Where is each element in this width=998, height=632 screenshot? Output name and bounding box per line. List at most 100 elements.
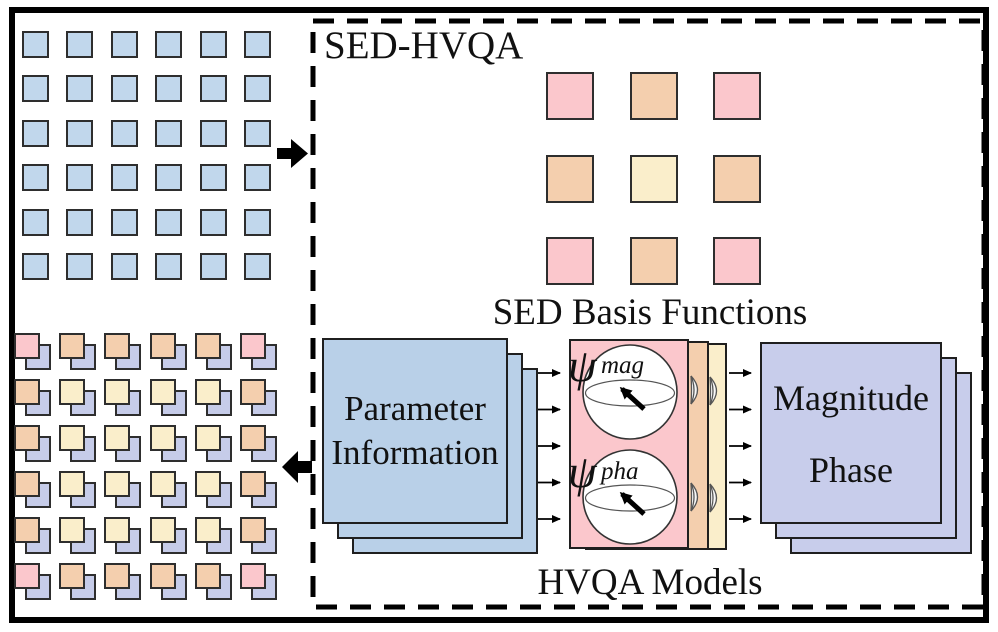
output-grid-front-square xyxy=(59,471,86,497)
input-connector-arrows xyxy=(537,369,561,523)
output-grid-front-square xyxy=(194,425,221,451)
basis-grid-square xyxy=(713,237,761,285)
output-grid-front-square xyxy=(104,379,131,405)
magnitude-label: Magnitude xyxy=(773,378,929,418)
parameter-label-line1: Parameter xyxy=(344,389,486,428)
basis-grid-square xyxy=(546,72,594,120)
output-grid-front-square xyxy=(240,425,266,451)
output-grid-front-square xyxy=(149,517,176,543)
output-grid-front-square xyxy=(194,333,221,359)
output-image-grid xyxy=(14,333,284,603)
psi-pha-symbol: ψ xyxy=(568,446,598,497)
input-grid-square xyxy=(199,208,227,236)
output-grid-front-square xyxy=(59,563,86,589)
basis-grid-square xyxy=(629,154,678,203)
input-grid-square xyxy=(22,208,49,236)
hvqa-models-label: HVQA Models xyxy=(537,562,763,603)
input-grid-square xyxy=(199,119,227,147)
input-grid-square xyxy=(66,31,94,58)
input-grid-square xyxy=(155,31,183,58)
input-grid-square xyxy=(22,253,49,280)
output-grid-front-square xyxy=(104,517,131,543)
output-grid-front-square xyxy=(104,333,131,359)
input-to-model-arrow-icon xyxy=(277,139,308,168)
output-grid-front-square xyxy=(14,471,40,497)
parameter-panel-front xyxy=(322,338,508,524)
input-grid-square xyxy=(244,253,271,280)
input-grid-square xyxy=(110,31,138,58)
output-grid-front-square xyxy=(14,425,40,451)
input-grid-square xyxy=(155,164,183,192)
output-grid-front-square xyxy=(59,379,86,405)
input-grid-square xyxy=(110,164,138,192)
input-grid-square xyxy=(155,119,183,147)
basis-grid-square xyxy=(629,237,678,285)
basis-grid-square xyxy=(713,72,761,120)
sed-basis-grid xyxy=(546,72,766,292)
output-grid-front-square xyxy=(240,517,266,543)
input-grid-square xyxy=(22,31,49,58)
psi-mag-symbol: ψ xyxy=(568,340,598,391)
output-grid-front-square xyxy=(59,333,86,359)
output-grid-front-square xyxy=(104,471,131,497)
parameter-label-line2: Information xyxy=(331,433,499,472)
magnitude-sphere-vector-arrow-icon xyxy=(619,386,646,411)
basis-grid-square xyxy=(546,237,594,285)
input-grid-square xyxy=(66,119,94,147)
output-grid-front-square xyxy=(14,563,40,589)
sed-hvqa-dashed-box xyxy=(310,18,987,610)
magnitude-sphere xyxy=(582,344,678,440)
phase-sphere xyxy=(582,449,678,545)
output-grid-front-square xyxy=(240,379,266,405)
output-grid-front-square xyxy=(14,379,40,405)
output-grid-front-square xyxy=(240,333,266,359)
input-grid-square xyxy=(155,253,183,280)
output-connector-arrows xyxy=(729,369,752,523)
output-grid-front-square xyxy=(240,471,266,497)
output-grid-front-square xyxy=(104,563,131,589)
output-grid-front-square xyxy=(149,563,176,589)
input-grid-square xyxy=(66,208,94,236)
phase-sphere-vector-arrow-icon xyxy=(619,491,646,516)
input-grid-square xyxy=(199,164,227,192)
hidden-sphere-edges xyxy=(690,375,718,513)
output-grid-front-square xyxy=(194,563,221,589)
output-grid-front-square xyxy=(104,425,131,451)
phase-label: Phase xyxy=(809,450,893,490)
input-grid-square xyxy=(66,253,94,280)
input-grid-square xyxy=(244,208,271,236)
basis-grid-square xyxy=(713,154,761,203)
output-grid-front-square xyxy=(59,517,86,543)
input-grid-square xyxy=(22,119,49,147)
input-grid-square xyxy=(244,164,271,192)
output-grid-front-square xyxy=(149,379,176,405)
input-grid-square xyxy=(110,75,138,103)
input-grid-square xyxy=(110,253,138,280)
output-grid-front-square xyxy=(149,333,176,359)
input-grid-square xyxy=(66,75,94,103)
input-grid-square xyxy=(22,75,49,103)
output-grid-front-square xyxy=(149,425,176,451)
output-grid-front-square xyxy=(14,333,40,359)
output-grid-front-square xyxy=(59,425,86,451)
input-grid-square xyxy=(244,119,271,147)
output-grid-front-square xyxy=(14,517,40,543)
input-grid-square xyxy=(110,208,138,236)
figure-title: SED-HVQA xyxy=(324,24,524,67)
output-grid-front-square xyxy=(194,471,221,497)
input-grid-square xyxy=(22,164,49,192)
basis-grid-square xyxy=(546,154,594,203)
basis-grid-square xyxy=(629,72,678,120)
input-grid-square xyxy=(244,75,271,103)
input-grid-square xyxy=(66,164,94,192)
output-grid-front-square xyxy=(194,379,221,405)
output-grid-front-square xyxy=(149,471,176,497)
input-grid-square xyxy=(199,75,227,103)
input-grid-square xyxy=(244,31,271,58)
input-grid-square xyxy=(199,31,227,58)
output-grid-front-square xyxy=(240,563,266,589)
input-grid-square xyxy=(110,119,138,147)
input-grid-square xyxy=(155,208,183,236)
